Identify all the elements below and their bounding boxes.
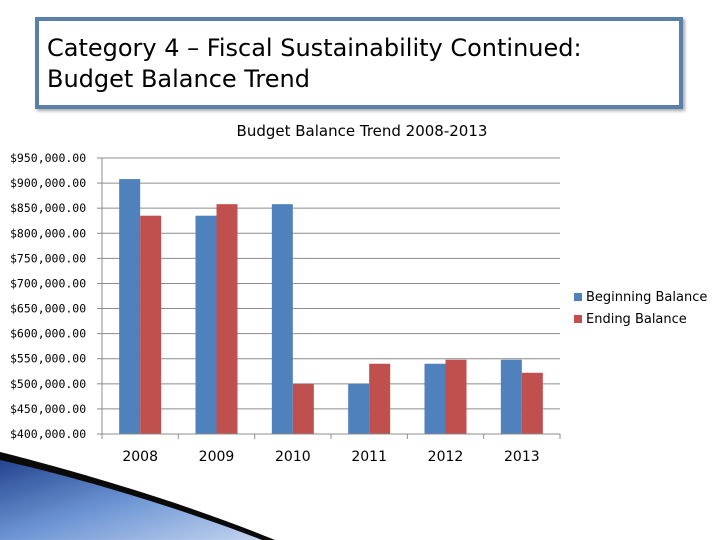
- bar-ending-2013: [521, 372, 543, 434]
- bar-beginning-2008: [119, 179, 141, 434]
- y-tick-label: $550,000.00: [10, 352, 86, 366]
- legend-label: Ending Balance: [586, 312, 687, 327]
- y-tick-label: $700,000.00: [10, 276, 86, 290]
- y-tick-label: $850,000.00: [10, 201, 86, 215]
- y-tick-label: $750,000.00: [10, 251, 86, 265]
- y-tick-label: $650,000.00: [10, 302, 86, 316]
- x-tick-label: 2013: [504, 449, 540, 465]
- bar-ending-2009: [216, 204, 238, 434]
- legend-label: Beginning Balance: [586, 290, 707, 305]
- legend-swatch: [574, 293, 582, 301]
- y-tick-label: $800,000.00: [10, 226, 86, 240]
- bar-beginning-2013: [500, 359, 522, 434]
- y-tick-label: $400,000.00: [10, 427, 86, 441]
- legend-swatch: [574, 315, 582, 323]
- bar-ending-2011: [369, 363, 391, 434]
- bar-beginning-2009: [195, 215, 217, 434]
- chart-title: Budget Balance Trend 2008-2013: [237, 122, 488, 140]
- x-tick-label: 2010: [275, 449, 311, 465]
- x-tick-label: 2008: [122, 449, 158, 465]
- bar-ending-2008: [140, 215, 162, 434]
- bar-beginning-2012: [424, 363, 446, 434]
- decorative-swoosh-edge: [0, 452, 275, 540]
- y-tick-label: $900,000.00: [10, 176, 86, 190]
- y-tick-label: $500,000.00: [10, 377, 86, 391]
- x-tick-label: 2009: [199, 449, 235, 465]
- axes: [101, 158, 560, 435]
- y-tick-label: $600,000.00: [10, 327, 86, 341]
- bar-ending-2012: [445, 359, 467, 434]
- x-tick-label: 2012: [428, 449, 464, 465]
- y-tick-label: $450,000.00: [10, 402, 86, 416]
- bar-ending-2010: [292, 383, 314, 434]
- bar-beginning-2010: [271, 204, 293, 434]
- y-axis-ticks: $950,000.00 $900,000.00 $850,000.00 $800,00…: [10, 151, 102, 441]
- x-axis-ticks: 2008 2009 2010 2011 2012 2013: [101, 434, 561, 465]
- x-tick-label: 2011: [351, 449, 387, 465]
- y-tick-label: $950,000.00: [10, 151, 86, 165]
- bars: [119, 179, 543, 434]
- bar-beginning-2011: [348, 383, 370, 434]
- slide-title-box: Category 4 – Fiscal Sustainability Conti…: [35, 17, 683, 109]
- slide-title: Category 4 – Fiscal Sustainability Conti…: [47, 34, 582, 93]
- gridlines: [102, 157, 560, 435]
- legend: Beginning Balance Ending Balance: [574, 290, 707, 327]
